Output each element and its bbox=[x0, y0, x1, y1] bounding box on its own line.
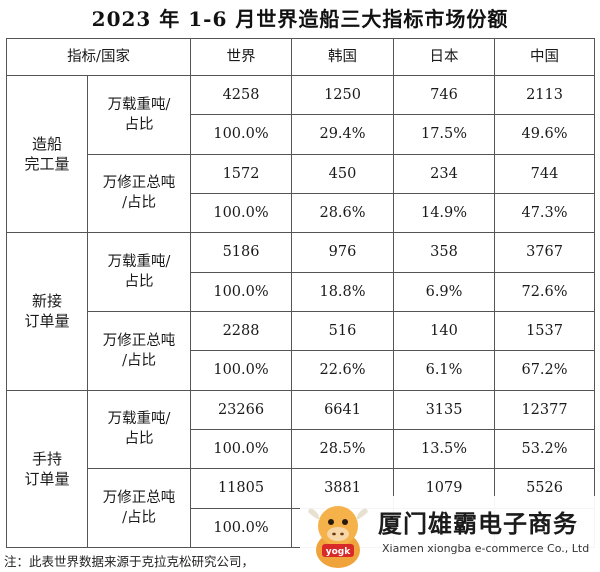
header-korea: 韩国 bbox=[291, 38, 395, 76]
category-line: 订单量 bbox=[24, 469, 70, 488]
unit-line: /占比 bbox=[122, 510, 156, 527]
header-world: 世界 bbox=[190, 38, 293, 76]
unit-line: 万载重吨/ bbox=[107, 254, 171, 271]
share-cell: 100.0% bbox=[190, 114, 293, 155]
share-cell: 53.2% bbox=[494, 428, 596, 470]
unit-line: 万修正总吨 bbox=[102, 175, 176, 192]
category-line: 完工量 bbox=[24, 155, 70, 174]
table-row: 100.0% 29.4% 17.5% 49.6% bbox=[7, 114, 596, 155]
header-japan: 日本 bbox=[393, 38, 496, 76]
value-cell: 2113 bbox=[494, 74, 596, 116]
share-cell: 100.0% bbox=[190, 350, 293, 391]
table-row: 100.0% 18.8% 6.9% 72.6% bbox=[7, 271, 596, 312]
share-cell: 17.5% bbox=[393, 114, 496, 155]
share-cell: 47.3% bbox=[494, 192, 596, 234]
value-cell: 4258 bbox=[190, 74, 293, 116]
unit-line: 万载重吨/ bbox=[107, 96, 171, 113]
share-cell: 72.6% bbox=[494, 271, 596, 312]
value-cell: 358 bbox=[393, 232, 496, 273]
share-cell: 100.0% bbox=[190, 192, 293, 234]
unit-cell: 万载重吨/占比 bbox=[86, 389, 192, 470]
value-cell: 450 bbox=[291, 153, 395, 194]
value-cell: 23266 bbox=[190, 389, 293, 430]
unit-line: 占比 bbox=[124, 431, 154, 448]
unit-cell: 万修正总吨/占比 bbox=[86, 310, 192, 391]
share-cell: 6.1% bbox=[393, 350, 496, 391]
bull-mascot-logo: yogk bbox=[308, 506, 368, 568]
unit-line: /占比 bbox=[122, 195, 156, 212]
table-row: 新接 订单量 万载重吨/占比 5186 976 358 3767 bbox=[6, 232, 596, 391]
watermark-company-cn: 厦门雄霸电子商务 bbox=[378, 510, 578, 538]
market-share-table: 指标/国家 世界 韩国 日本 中国 造船 完工量 万载重吨/占比 4258 1250 74… bbox=[5, 38, 596, 549]
value-cell: 5186 bbox=[190, 232, 293, 273]
footnote: 注：此表世界数据来源于克拉克松研究公司， bbox=[4, 554, 255, 569]
share-cell: 100.0% bbox=[190, 507, 293, 549]
header-indicator-country: 指标/国家 bbox=[5, 38, 192, 76]
unit-line: /占比 bbox=[122, 352, 156, 369]
share-cell: 29.4% bbox=[291, 114, 395, 155]
share-cell: 67.2% bbox=[494, 350, 596, 391]
table-row: 100.0% 22.6% 6.1% 67.2% bbox=[7, 350, 596, 391]
value-cell: 140 bbox=[393, 310, 496, 352]
unit-cell: 万载重吨/占比 bbox=[86, 232, 192, 312]
share-cell: 18.8% bbox=[291, 271, 395, 312]
value-cell: 2288 bbox=[190, 310, 293, 352]
table-row: 万修正总吨/占比 2288 516 140 1537 bbox=[7, 310, 596, 391]
category-cell: 手持 订单量 bbox=[6, 389, 88, 549]
unit-line: 占比 bbox=[124, 116, 154, 133]
share-cell: 28.6% bbox=[291, 192, 395, 234]
category-cell: 新接 订单量 bbox=[6, 232, 88, 391]
value-cell: 3767 bbox=[494, 232, 596, 273]
category-line: 造船 bbox=[31, 135, 62, 154]
unit-line: 万载重吨/ bbox=[107, 411, 171, 428]
unit-line: 万修正总吨 bbox=[102, 490, 176, 507]
value-cell: 1537 bbox=[494, 310, 596, 352]
value-cell: 746 bbox=[393, 74, 496, 116]
table-title: 2023 年 1-6 月世界造船三大指标市场份额 bbox=[91, 7, 509, 31]
value-cell: 976 bbox=[291, 232, 395, 273]
share-cell: 6.9% bbox=[393, 271, 496, 312]
share-cell: 100.0% bbox=[190, 271, 293, 312]
watermark: yogk 厦门雄霸电子商务 Xiamen xiongba e-commerce … bbox=[300, 496, 600, 572]
share-cell: 49.6% bbox=[494, 114, 596, 155]
share-cell: 28.5% bbox=[291, 428, 395, 470]
unit-line: 占比 bbox=[124, 274, 154, 291]
unit-line: 万修正总吨 bbox=[102, 332, 176, 349]
value-cell: 1250 bbox=[291, 74, 395, 116]
category-cell: 造船 完工量 bbox=[6, 74, 88, 234]
value-cell: 11805 bbox=[190, 468, 293, 509]
value-cell: 516 bbox=[291, 310, 395, 352]
share-cell: 13.5% bbox=[393, 428, 496, 470]
unit-cell: 万修正总吨/占比 bbox=[86, 468, 192, 548]
value-cell: 6641 bbox=[291, 389, 395, 430]
header-china: 中国 bbox=[494, 38, 596, 76]
share-cell: 22.6% bbox=[291, 350, 395, 391]
header-row: 指标/国家 世界 韩国 日本 中国 bbox=[5, 38, 596, 76]
table-row: 100.0% 28.5% 13.5% 53.2% bbox=[7, 428, 596, 470]
value-cell: 12377 bbox=[494, 389, 596, 430]
share-cell: 14.9% bbox=[393, 192, 496, 234]
category-line: 新接 bbox=[31, 292, 62, 311]
watermark-company-en: Xiamen xiongba e-commerce Co., Ltd bbox=[382, 542, 590, 555]
table-row: 万修正总吨/占比 1572 450 234 744 bbox=[7, 153, 596, 234]
share-cell: 100.0% bbox=[190, 428, 293, 470]
category-line: 手持 bbox=[31, 449, 62, 468]
category-line: 订单量 bbox=[24, 312, 70, 331]
unit-cell: 万载重吨/占比 bbox=[86, 75, 192, 155]
table-row: 造船 完工量 万载重吨/占比 4258 1250 746 2113 bbox=[6, 74, 596, 234]
table-body: 造船 完工量 万载重吨/占比 4258 1250 746 2113 100.0% 29.4% 17… bbox=[6, 74, 596, 549]
value-cell: 3135 bbox=[393, 389, 496, 430]
unit-cell: 万修正总吨/占比 bbox=[86, 153, 192, 234]
value-cell: 1572 bbox=[190, 153, 293, 194]
value-cell: 234 bbox=[393, 153, 496, 194]
table-row: 手持 订单量 万载重吨/占比 23266 6641 3135 12377 bbox=[6, 389, 596, 549]
mascot-text: yogk bbox=[326, 547, 351, 557]
table-row: 100.0% 28.6% 14.9% 47.3% bbox=[7, 192, 596, 234]
value-cell: 744 bbox=[494, 153, 596, 194]
